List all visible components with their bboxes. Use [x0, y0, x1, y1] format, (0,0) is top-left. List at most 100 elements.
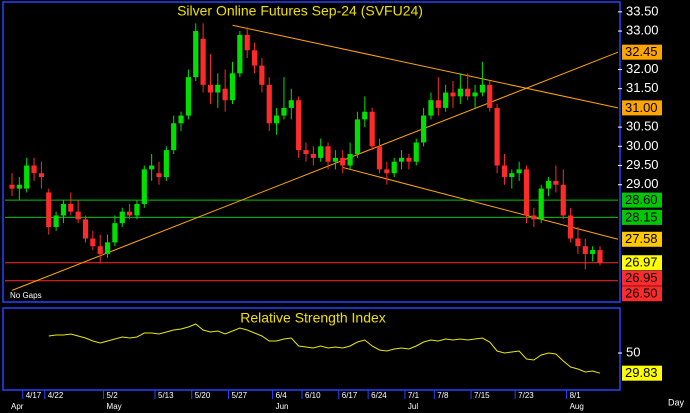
candle-body [68, 203, 74, 212]
price-label-box [622, 286, 662, 302]
candle-body [200, 38, 206, 85]
candle-body [406, 157, 412, 162]
price-label-box [622, 231, 662, 247]
chart-title: Silver Online Futures Sep-24 (SVFU24) [177, 3, 423, 19]
candle-body [46, 192, 52, 227]
candle-body [332, 157, 338, 162]
candle-body [163, 150, 169, 178]
x-month-label: Apr [11, 402, 24, 411]
candle-body [325, 146, 331, 162]
x-month-label: Jun [276, 402, 289, 411]
candle-body [509, 173, 515, 178]
candle-body [369, 111, 375, 147]
price-label-box [622, 192, 662, 208]
x-tick-label: 7/1 [408, 391, 420, 400]
candle-body [465, 88, 471, 97]
candle-body [376, 146, 383, 170]
candle-body [259, 65, 265, 85]
price-label-box [622, 100, 662, 116]
price-label: 28.15 [625, 209, 658, 224]
candle-body [127, 211, 133, 216]
candle-body [472, 92, 478, 97]
candle-body [531, 215, 537, 220]
candle-body [538, 188, 544, 220]
candle-body [119, 211, 125, 224]
price-label-box [622, 44, 662, 60]
x-tick-label: 5/13 [158, 391, 174, 400]
y-tick-label: 33.50 [626, 3, 659, 18]
rsi-line [48, 323, 601, 374]
candle-body [398, 157, 405, 162]
candle-body [428, 100, 434, 116]
candle-body [494, 107, 500, 166]
candle-body [237, 34, 243, 74]
rsi-title: Relative Strength Index [240, 310, 386, 326]
candle-body [516, 169, 522, 174]
x-month-label: Jul [408, 402, 418, 411]
candle-body [457, 88, 463, 97]
candle-body [318, 146, 324, 158]
x-tick-label: 5/20 [195, 391, 211, 400]
price-label: 31.00 [625, 100, 658, 115]
candle-body [112, 223, 118, 243]
price-label: 26.95 [625, 270, 658, 285]
price-label-box [622, 255, 662, 271]
candle-body [582, 246, 588, 254]
price-label: 26.50 [625, 286, 658, 301]
y-tick-label: 29.00 [626, 176, 659, 191]
candle-body [421, 115, 427, 143]
x-tick-label: 6/4 [276, 391, 288, 400]
candle-body [38, 173, 44, 178]
candle-body [215, 84, 221, 93]
candle-body [207, 84, 214, 93]
candle-body [134, 203, 140, 216]
candle-body [244, 34, 250, 51]
x-tick-label: 4/17 [26, 391, 42, 400]
candle-body [391, 161, 397, 174]
candle-body [82, 219, 89, 239]
candle-body [9, 184, 15, 189]
candle-body [310, 153, 316, 158]
y-tick-label: 31.50 [626, 80, 659, 95]
candle-body [340, 157, 346, 166]
x-tick-label: 6/24 [371, 391, 387, 400]
trendline [11, 51, 619, 291]
y-tick-label: 30.50 [626, 119, 659, 134]
candle-body [501, 165, 508, 178]
x-month-label: May [107, 402, 122, 411]
candle-body [16, 184, 22, 189]
price-panel-frame [2, 1, 621, 303]
candle-body [413, 142, 419, 162]
candle-body [178, 115, 184, 124]
candle-body [193, 31, 199, 78]
candle-body [53, 215, 59, 227]
candle-body [443, 92, 449, 108]
price-label-box [622, 270, 662, 286]
y-tick-label: 33.00 [626, 22, 659, 37]
y-tick-label: 30.00 [626, 138, 659, 153]
y-tick-label: 32.00 [626, 61, 659, 76]
candle-body [24, 165, 30, 189]
candle-body [171, 123, 177, 151]
candle-body [288, 100, 294, 108]
candle-body [90, 238, 96, 247]
candle-body [60, 203, 67, 216]
gap-note: No Gaps [10, 291, 42, 300]
x-tick-label: 6/10 [305, 391, 321, 400]
candle-body [75, 211, 81, 220]
candle-body [568, 215, 574, 239]
candle-body [104, 242, 111, 254]
candle-body [251, 50, 258, 66]
x-tick-label: 5/2 [107, 391, 119, 400]
candle-body [384, 169, 390, 174]
x-tick-label: 7/8 [437, 391, 449, 400]
y-tick-label: 29.50 [626, 157, 659, 172]
candle-body [303, 150, 309, 154]
price-label: 28.60 [625, 192, 658, 207]
candle-body [590, 250, 596, 254]
price-label-box [622, 209, 662, 225]
candle-body [296, 100, 302, 151]
candle-body [156, 173, 162, 178]
